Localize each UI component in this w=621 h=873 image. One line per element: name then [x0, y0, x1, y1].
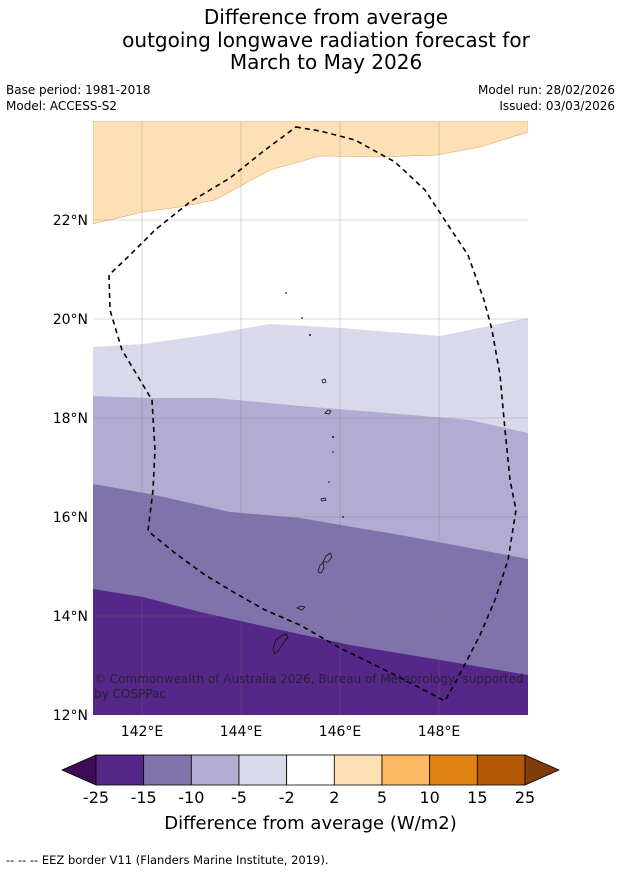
colorbar-tick-label: 5	[377, 788, 387, 807]
colorbar-tick-label: -25	[83, 788, 109, 807]
lon-label-148e: 148°E	[418, 724, 461, 740]
footer-legend: -- -- -- EEZ border V11 (Flanders Marine…	[6, 853, 329, 867]
lon-label-142e: 142°E	[121, 724, 164, 740]
lon-label-146e: 146°E	[319, 724, 362, 740]
gridlines	[93, 121, 528, 715]
meta-left: Base period: 1981-2018 Model: ACCESS-S2	[6, 82, 151, 114]
colorbar-tick-label: -5	[231, 788, 247, 807]
band-positive-2-5	[93, 121, 528, 225]
colorbar-cells	[61, 754, 560, 786]
band-negative-15-25	[93, 589, 528, 715]
lat-label-16n: 16°N	[53, 510, 88, 526]
colorbar-tick-label: -10	[178, 788, 204, 807]
lat-label-12n: 12°N	[53, 708, 88, 724]
colorbar-tick-label: 10	[419, 788, 439, 807]
island-guam	[272, 633, 289, 655]
lon-label-144e: 144°E	[220, 724, 263, 740]
colorbar-tick-label: 25	[515, 788, 535, 807]
colorbar-extend-low	[61, 754, 97, 786]
colorbar-tick-label: 2	[329, 788, 339, 807]
title-line-1: Difference from average	[203, 5, 449, 29]
chart-title: Difference from average outgoing longwav…	[0, 6, 621, 74]
model-run: Model run: 28/02/2026	[477, 83, 615, 97]
colorbar-cell-5-to-10	[381, 754, 431, 786]
issued-date: Issued: 03/03/2026	[499, 99, 615, 113]
colorbar-tick-label: -15	[131, 788, 157, 807]
colorbar-cell-10-to-15	[429, 754, 478, 786]
colorbar-cell--2-to-2	[286, 754, 335, 786]
lat-label-18n: 18°N	[53, 411, 88, 427]
colorbar-tick-label: 15	[467, 788, 487, 807]
island-anatahan	[320, 497, 327, 502]
colorbar-tick-label: -2	[279, 788, 295, 807]
colorbar-cell--5-to--2	[238, 754, 288, 786]
colorbar-cell--10-to--5	[190, 754, 240, 786]
colorbar-label: Difference from average (W/m2)	[164, 813, 457, 834]
title-line-3: March to May 2026	[229, 50, 423, 74]
colorbar-ticks: -25 -15 -10 -5 -2 2 5 10 15 25	[83, 788, 535, 807]
base-period: Base period: 1981-2018	[6, 83, 151, 97]
lon-axis-labels: 142°E 144°E 146°E 148°E	[121, 724, 461, 740]
lat-label-22n: 22°N	[53, 213, 88, 229]
eez-legend-symbol: -- -- --	[6, 853, 39, 867]
eez-border	[108, 126, 517, 703]
model-name: Model: ACCESS-S2	[6, 99, 118, 113]
title-line-2: outgoing longwave radiation forecast for	[122, 27, 530, 52]
island-tinian	[317, 562, 325, 574]
colorbar-extend-high	[524, 754, 560, 786]
island-pagan	[324, 409, 332, 415]
colorbar-cell-2-to-5	[333, 754, 383, 786]
lat-label-14n: 14°N	[53, 609, 88, 625]
lat-label-20n: 20°N	[53, 312, 88, 328]
meta-right: Model run: 28/02/2026 Issued: 03/03/2026	[478, 82, 615, 114]
island-agrihan	[321, 378, 327, 384]
island-saipan	[322, 552, 333, 563]
colorbar-cell-15-to-25	[476, 754, 526, 786]
colorbar-cell--25-to--15	[95, 754, 145, 786]
copyright-notice: © Commonwealth of Australia 2026, Bureau…	[94, 672, 524, 701]
island-dots	[285, 292, 344, 518]
eez-legend-text: EEZ border V11 (Flanders Marine Institut…	[41, 853, 329, 867]
islands	[272, 378, 333, 655]
island-rota	[296, 605, 306, 611]
lat-axis-labels: 22°N 20°N 18°N 16°N 14°N 12°N	[53, 213, 88, 724]
colorbar-cell--15-to--10	[143, 754, 192, 786]
